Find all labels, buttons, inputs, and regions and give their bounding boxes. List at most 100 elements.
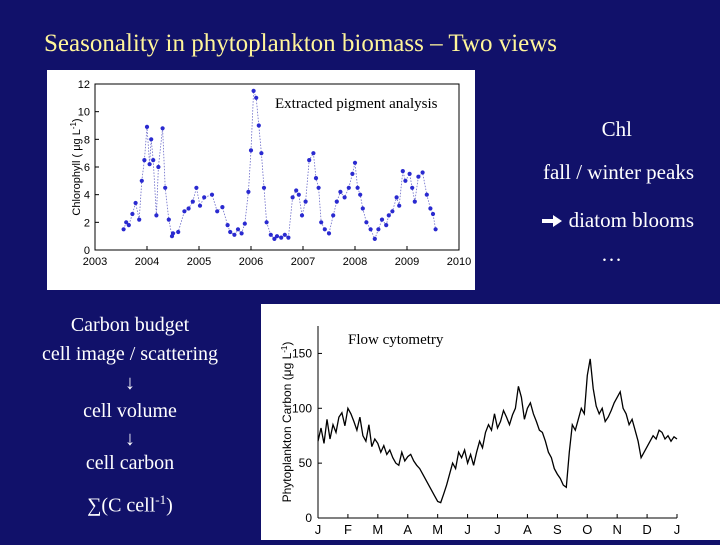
chart1-data-point	[147, 162, 152, 167]
chart1-data-point	[272, 236, 277, 241]
chart2-y-axis-label: Phytoplankton Carbon (μg L-1)	[280, 342, 294, 503]
chart1-data-point	[368, 227, 373, 232]
chart1-data-point	[386, 213, 391, 218]
chart1-x-tick-label: 2003	[83, 256, 107, 268]
chart1-data-point	[215, 209, 220, 214]
formula-prefix: ∑(C cell	[87, 494, 156, 517]
chart1-data-point	[194, 185, 199, 190]
chart1-data-point	[410, 185, 415, 190]
note-diatom-blooms: diatom blooms	[0, 208, 720, 233]
chart1-data-point	[190, 199, 195, 204]
chart1-data-point	[311, 151, 316, 156]
chart1-data-point	[430, 211, 436, 217]
chlorophyll-chart: 2003 2004 2005 2006 2007 2008 2009 2010 0 2 4 6 8 10 1…	[69, 79, 471, 268]
chart1-data-point	[133, 200, 138, 206]
chart1-data-point	[124, 220, 129, 225]
chart2-x-tick-label: J	[464, 522, 471, 537]
chart1-data-point	[142, 158, 147, 163]
chart1-data-point	[384, 223, 389, 228]
chart2-y-tick-label: 0	[305, 511, 312, 525]
chart1-data-point	[326, 231, 332, 236]
chart1-data-point	[151, 158, 156, 163]
chart1-y-tick-label: 2	[84, 217, 90, 229]
chart1-data-point	[342, 195, 347, 200]
chart1-y-tick-label: 10	[78, 107, 90, 119]
chart1-data-point	[144, 124, 150, 129]
chart2-y-tick-label: 150	[292, 346, 312, 360]
chart1-data-point	[182, 209, 187, 214]
chart1-data-point	[186, 206, 191, 211]
chart1-data-point	[352, 160, 358, 165]
chart1-data-point	[400, 169, 405, 174]
chart1-data-point	[176, 229, 181, 235]
chart1-data-point	[316, 185, 321, 190]
chart1-y-tick-label: 4	[84, 190, 90, 202]
note-cell-carbon: cell carbon	[85, 452, 175, 474]
chart1-data-point	[160, 126, 165, 131]
chart1-data-point	[246, 189, 251, 194]
arrow-down-2: ↓	[125, 428, 135, 450]
chart1-data-point	[242, 221, 247, 226]
chart1-data-point	[358, 192, 363, 197]
chart1-data-point	[259, 151, 264, 156]
chart1-data-point	[424, 192, 429, 197]
chart2-y-tick-label: 100	[292, 401, 312, 415]
chart1-data-point	[261, 185, 267, 190]
chart2-title: Flow cytometry	[348, 332, 444, 348]
chart1-data-point	[137, 217, 142, 222]
chart1-data-point	[360, 206, 365, 211]
chart1-data-point	[379, 217, 385, 222]
note-fall-winter-peaks: fall / winter peaks	[542, 160, 694, 184]
chart1-data-point	[346, 185, 351, 190]
chart1-x-tick-label: 2008	[343, 256, 367, 268]
chart1-data-point	[149, 137, 154, 142]
note-cell-image-scattering: cell image / scattering	[41, 343, 219, 365]
note-cell-volume: cell volume	[83, 400, 177, 422]
chart1-data-point	[163, 185, 168, 190]
chart1-data-point	[274, 234, 280, 239]
chart1-data-point	[338, 189, 343, 194]
phyto-carbon-chart-panel: 0 50 100 150 J F M A M J J A S O N D J Phytoplankton Carb…	[261, 304, 720, 540]
formula-suffix: )	[166, 494, 173, 517]
note-chl: Chl	[601, 117, 632, 141]
chart1-data-point	[390, 209, 395, 214]
chart1-data-point	[228, 229, 233, 235]
chart2-x-tick-label: J	[494, 522, 501, 537]
chart1-data-point	[286, 235, 291, 240]
chart1-data-point	[334, 199, 339, 204]
chart1-data-point	[156, 164, 161, 170]
chart1-data-point	[433, 227, 438, 232]
chart1-data-point	[355, 185, 360, 190]
chart1-data-point	[364, 220, 369, 225]
chart1-data-point	[416, 174, 421, 179]
arrow-down-1: ↓	[125, 372, 135, 394]
diatom-blooms-text: diatom blooms	[568, 208, 694, 232]
chart2-x-tick-label: O	[582, 522, 592, 537]
chart1-data-point	[254, 95, 259, 100]
formula-sup: -1	[155, 492, 167, 507]
chart1-y-tick-label: 8	[84, 134, 90, 146]
note-sum-formula: ∑(C cell-1)	[10, 492, 250, 518]
chart1-data-point	[322, 227, 327, 232]
chlorophyll-chart-panel: 2003 2004 2005 2006 2007 2008 2009 2010 0 2 4 6 8 10 1…	[47, 70, 475, 290]
chart1-data-point	[220, 205, 225, 210]
chart2-x-tick-label: M	[372, 522, 383, 537]
chart1-data-point	[232, 232, 237, 237]
arrow-right-icon	[541, 208, 568, 232]
chart1-data-point	[264, 220, 269, 225]
chart2-x-tick-label: J	[674, 522, 681, 537]
chart2-x-tick-label: N	[612, 522, 621, 537]
chart1-data-point	[239, 231, 244, 236]
chart1-data-point	[126, 223, 131, 228]
chart2-x-tick-label: D	[642, 522, 651, 537]
chart1-title: Extracted pigment analysis	[275, 96, 438, 112]
chart2-series-line	[317, 358, 678, 504]
chart1-data-point	[197, 203, 203, 208]
chart1-data-point	[331, 213, 336, 218]
chart1-connecting-line	[123, 90, 436, 240]
chart1-data-point	[256, 123, 261, 128]
chart1-data-point	[268, 232, 273, 237]
chart1-data-point	[248, 148, 254, 153]
chart1-data-point	[235, 227, 241, 232]
chart1-data-point	[313, 176, 319, 181]
